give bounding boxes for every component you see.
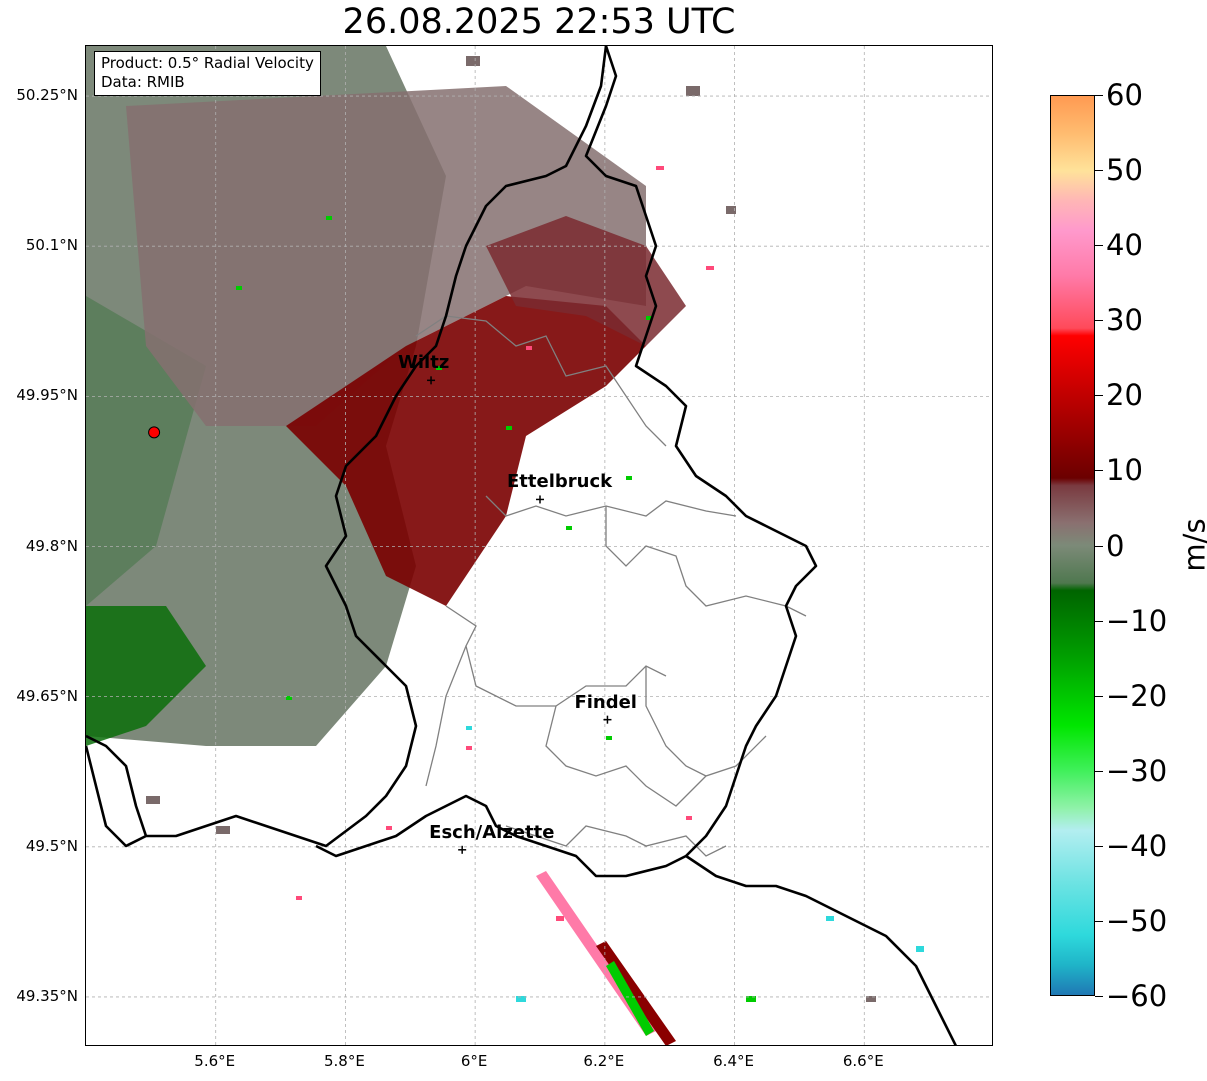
latitude-tick-label: 50.25°N [16,86,78,105]
longitude-tick-label: 6.4°E [713,1052,754,1070]
colorbar-tick-mark [1095,470,1103,472]
colorbar-tick-mark [1095,845,1103,847]
latitude-tick-label: 49.95°N [16,386,78,405]
colorbar-tick-label: 0 [1106,528,1125,563]
colorbar-tick-label: 60 [1106,78,1143,112]
longitude-tick-label: 6°E [460,1052,488,1070]
city-markers [427,376,612,854]
latitude-tick-label: 50.1°N [25,236,78,255]
radar-map[interactable] [86,46,993,1046]
colorbar-tick-mark [1095,620,1103,622]
colorbar-tick-mark [1095,695,1103,697]
longitude-tick-label: 5.8°E [324,1052,365,1070]
latitude-tick-label: 49.65°N [16,686,78,705]
latitude-tick-label: 49.8°N [25,536,78,555]
radar-site-marker[interactable] [148,426,161,439]
colorbar-tick-label: 40 [1106,228,1143,263]
colorbar-tick-mark [1095,395,1103,397]
colorbar-tick-mark [1095,95,1103,96]
latitude-tick-label: 49.5°N [25,836,78,855]
city-marker-findel [603,715,612,724]
data-source-label: Data: RMIB [101,73,185,91]
colorbar-tick-label: 10 [1106,453,1143,488]
country-borders [86,46,957,1045]
city-label: Ettelbruck [507,471,613,493]
product-info-box: Product: 0.5° Radial Velocity Data: RMIB [94,51,321,96]
city-label: Wiltz [398,352,450,374]
city-marker-wiltz [427,376,436,385]
colorbar-tick-label: −30 [1106,753,1168,788]
colorbar-tick-mark [1095,920,1103,922]
colorbar-tick-mark [1095,245,1103,247]
longitude-tick-label: 5.6°E [194,1052,236,1070]
colorbar-tick-label: −60 [1106,979,1168,1013]
colorbar-tick-mark [1095,170,1103,172]
product-label: Product: 0.5° Radial Velocity [101,54,314,72]
colorbar-unit-label: m/s [1177,518,1207,572]
longitude-tick-label: 6.2°E [583,1052,625,1070]
colorbar-tick-mark [1095,996,1103,997]
colorbar-tick-label: 30 [1106,303,1143,338]
city-label: Findel [574,691,637,713]
gridlines [86,46,992,1045]
chart-title: 26.08.2025 22:53 UTC [342,2,736,42]
velocity-colorbar [1050,95,1095,996]
colorbar-tick-mark [1095,545,1103,547]
colorbar-tick-label: −10 [1106,603,1168,638]
city-marker-esch-alzette [458,845,467,854]
longitude-tick-label: 6.6°E [842,1052,884,1070]
city-label: Esch/Alzette [429,821,555,843]
colorbar-tick-mark [1095,320,1103,322]
colorbar-tick-label: −20 [1106,678,1168,713]
canton-boundaries [415,315,807,857]
map-frame[interactable] [85,45,993,1046]
colorbar-tick-label: −50 [1106,903,1168,938]
velocity-field [86,46,924,1045]
colorbar-tick-mark [1095,770,1103,772]
colorbar-tick-label: 20 [1106,378,1143,413]
colorbar-tick-label: 50 [1106,153,1143,188]
colorbar-tick-label: −40 [1106,828,1168,863]
city-marker-ettelbruck [536,495,544,504]
latitude-tick-label: 49.35°N [16,986,78,1005]
